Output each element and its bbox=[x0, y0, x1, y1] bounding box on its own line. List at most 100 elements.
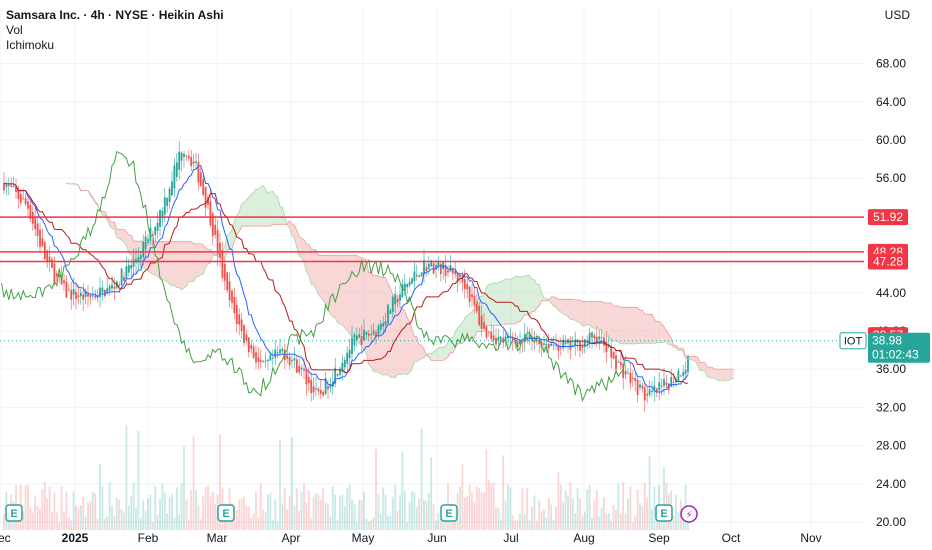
cloud-segment bbox=[419, 344, 422, 361]
candle-body bbox=[319, 389, 322, 394]
volume-bar bbox=[562, 502, 565, 530]
cloud-segment bbox=[584, 301, 588, 326]
candle-body bbox=[154, 226, 157, 235]
candle-body bbox=[19, 194, 22, 203]
price-axis[interactable]: 68.0064.0060.0056.0052.0048.0044.0040.00… bbox=[876, 57, 906, 529]
candle-body bbox=[219, 242, 221, 258]
cloud-segment bbox=[436, 347, 439, 361]
cloud-segment bbox=[668, 334, 672, 345]
x-tick-label: Sep bbox=[648, 531, 670, 545]
symbol-title[interactable]: Samsara Inc. · 4h · NYSE · Heikin Ashi bbox=[6, 8, 224, 22]
volume-bar bbox=[211, 491, 214, 530]
volume-bar bbox=[41, 489, 44, 530]
volume-bar bbox=[495, 507, 497, 530]
candle-body bbox=[389, 310, 392, 314]
volume-bar bbox=[535, 520, 538, 530]
time-axis[interactable]: Dec 2025 Feb Mar Apr May Jun Jul Aug Sep Oct Nov bbox=[0, 531, 822, 545]
volume-bar bbox=[75, 506, 77, 530]
candle-body bbox=[5, 184, 8, 187]
candle-body bbox=[492, 335, 495, 341]
volume-bar bbox=[348, 484, 351, 530]
candle-body bbox=[113, 286, 116, 289]
volume-bar bbox=[651, 508, 653, 530]
volume-bar bbox=[437, 513, 440, 530]
cloud-segment bbox=[289, 220, 292, 237]
cloud-segment bbox=[702, 362, 705, 371]
candle-body bbox=[348, 349, 351, 359]
candle-body bbox=[456, 272, 459, 282]
volume-bar bbox=[377, 493, 380, 530]
candle-body bbox=[593, 335, 596, 339]
cloud-segment bbox=[654, 319, 657, 344]
candle-body bbox=[137, 257, 140, 261]
symbol-tag-box bbox=[839, 332, 867, 350]
cloud-segment bbox=[193, 243, 196, 282]
candle-body bbox=[418, 275, 421, 277]
volume-bar bbox=[72, 491, 75, 530]
x-tick-label: Nov bbox=[800, 531, 821, 545]
candle-body bbox=[684, 370, 687, 375]
candle-body bbox=[365, 331, 368, 336]
candle-body bbox=[300, 367, 303, 370]
volume-bar bbox=[319, 499, 322, 530]
volume-bar bbox=[106, 516, 109, 530]
volume-bar bbox=[600, 507, 603, 530]
cloud-segment bbox=[508, 278, 511, 325]
volume-bar bbox=[425, 500, 428, 530]
volume-bar bbox=[653, 486, 656, 530]
cloud-segment bbox=[488, 284, 492, 326]
base-line bbox=[3, 182, 689, 384]
cloud-segment bbox=[623, 307, 626, 344]
currency-label[interactable]: USD bbox=[884, 8, 910, 22]
candle-body bbox=[17, 189, 20, 200]
price-label-box bbox=[868, 209, 908, 226]
volume-bar bbox=[317, 494, 320, 530]
volume-bar bbox=[305, 502, 308, 530]
volume-bar bbox=[295, 488, 298, 530]
candle-body bbox=[3, 182, 5, 191]
volume-bar bbox=[583, 511, 586, 530]
candle-body bbox=[94, 295, 97, 298]
cloud-segment bbox=[109, 220, 112, 229]
volume-indicator-label[interactable]: Vol bbox=[6, 23, 23, 37]
ichimoku-indicator-label[interactable]: Ichimoku bbox=[6, 38, 55, 52]
candle-body bbox=[192, 161, 195, 164]
candle-body bbox=[293, 358, 296, 361]
cloud-segment bbox=[116, 229, 120, 239]
volume-bar bbox=[271, 520, 274, 530]
volume-bar bbox=[199, 519, 202, 530]
volume-bar bbox=[281, 504, 284, 530]
candle-body bbox=[396, 299, 399, 302]
event-markers[interactable]: E E E E ⚡ bbox=[5, 504, 698, 523]
symbol-tag-text: IOT bbox=[844, 336, 863, 348]
volume-bar bbox=[190, 489, 193, 530]
cloud-segment bbox=[308, 244, 312, 285]
candle-body bbox=[130, 264, 133, 269]
volume-bar bbox=[163, 492, 166, 530]
cloud-segment bbox=[301, 238, 304, 263]
candle-body bbox=[53, 263, 56, 284]
x-tick-label: Dec bbox=[0, 531, 11, 545]
cloud-segment bbox=[356, 255, 360, 344]
volume-bar bbox=[459, 487, 461, 530]
candle-body bbox=[197, 161, 200, 183]
candle-body bbox=[360, 335, 363, 345]
volume-bar bbox=[403, 491, 406, 530]
candle-body bbox=[247, 337, 250, 353]
candlestick-series bbox=[3, 141, 689, 412]
volume-bar bbox=[574, 513, 577, 530]
volume-bar bbox=[142, 500, 145, 530]
cloud-segment bbox=[428, 353, 432, 361]
volume-bar bbox=[629, 486, 632, 530]
volume-bar bbox=[475, 486, 478, 530]
volume-bar bbox=[79, 505, 82, 530]
volume-bar bbox=[497, 508, 500, 530]
candle-body bbox=[478, 305, 481, 326]
volume-bar bbox=[567, 495, 569, 530]
candle-body bbox=[274, 349, 277, 358]
candle-body bbox=[370, 334, 373, 336]
cloud-segment bbox=[181, 241, 184, 290]
candle-body bbox=[449, 265, 452, 272]
horizontal-levels[interactable] bbox=[0, 216, 864, 342]
